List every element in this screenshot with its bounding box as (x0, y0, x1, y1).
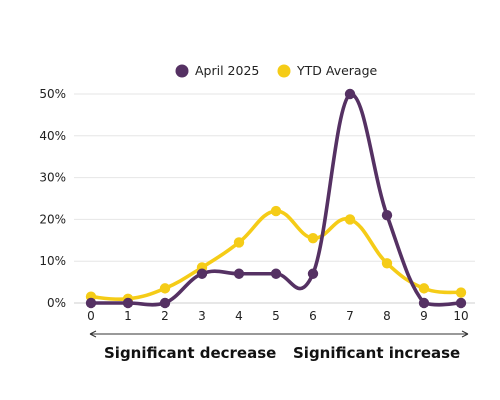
data-point-april-2025 (159, 297, 171, 309)
data-point-ytd-average (381, 258, 393, 269)
y-tick-label: 10% (39, 254, 66, 268)
x-tick-label: 5 (272, 309, 280, 323)
x-tick-label: 9 (420, 309, 428, 323)
data-point-april-2025 (307, 268, 319, 279)
y-tick-label: 30% (39, 171, 66, 185)
legend-label-ytd-average: YTD Average (296, 63, 378, 78)
data-point-ytd-average (233, 237, 245, 248)
y-tick-label: 40% (39, 129, 66, 143)
data-point-april-2025 (270, 268, 282, 279)
x-tick-label: 3 (198, 309, 206, 323)
y-tick-label: 20% (39, 212, 66, 226)
x-tick-label: 10 (453, 309, 468, 323)
y-tick-label: 0% (47, 296, 66, 310)
data-point-ytd-average (344, 214, 356, 225)
x-tick-label: 4 (235, 309, 243, 323)
range-label-increase: Significant increase (293, 344, 460, 362)
data-point-ytd-average (159, 283, 171, 294)
data-point-april-2025 (196, 268, 208, 279)
legend: April 2025 YTD Average (175, 63, 378, 78)
data-point-ytd-average (307, 233, 319, 244)
data-point-april-2025 (85, 297, 97, 309)
data-point-ytd-average (270, 205, 282, 217)
gridlines (74, 93, 475, 304)
x-tick-label: 6 (309, 309, 317, 323)
data-point-april-2025 (233, 268, 245, 279)
data-point-ytd-average (455, 287, 467, 298)
series-line-ytd-average (89, 209, 463, 302)
legend-label-april-2025: April 2025 (195, 63, 259, 78)
x-tick-label: 1 (124, 309, 132, 323)
range-arrowhead-right (461, 330, 469, 338)
legend-marker-april-2025 (175, 64, 189, 78)
range-annotation: Significant decrease Significant increas… (89, 330, 469, 362)
data-point-ytd-average (418, 283, 430, 294)
x-tick-label: 8 (383, 309, 391, 323)
range-arrowhead-left (89, 330, 97, 338)
data-point-april-2025 (455, 297, 467, 309)
x-tick-label: 2 (161, 309, 169, 323)
x-tick-label: 0 (87, 309, 95, 323)
data-point-april-2025 (344, 88, 356, 100)
x-tick-label: 7 (346, 309, 354, 323)
y-tick-label: 50% (39, 87, 66, 101)
data-point-april-2025 (418, 297, 430, 309)
data-points (85, 88, 467, 309)
data-point-april-2025 (122, 297, 134, 309)
data-point-april-2025 (381, 210, 393, 221)
range-label-decrease: Significant decrease (104, 344, 276, 362)
axes: 0% 10% 20% 30% 40% 50% 0 1 2 3 4 5 6 7 8 9 10 (39, 87, 468, 323)
legend-marker-ytd-average (277, 64, 291, 78)
